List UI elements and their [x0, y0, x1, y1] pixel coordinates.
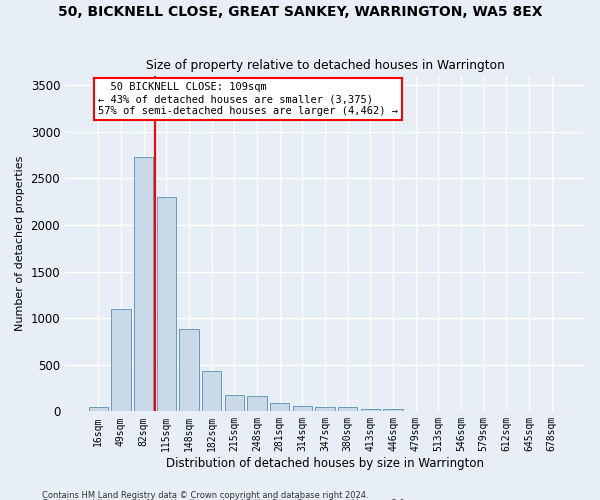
Bar [270, 403, 289, 411]
Bar [247, 396, 266, 411]
Title: Size of property relative to detached houses in Warrington: Size of property relative to detached ho… [146, 59, 505, 72]
Text: Contains HM Land Registry data © Crown copyright and database right 2024.: Contains HM Land Registry data © Crown c… [42, 490, 368, 500]
Bar [89, 406, 108, 412]
Bar [134, 157, 153, 411]
Bar [338, 407, 358, 412]
Bar [293, 406, 312, 411]
Bar [225, 396, 244, 411]
X-axis label: Distribution of detached houses by size in Warrington: Distribution of detached houses by size … [166, 457, 484, 470]
Bar [202, 372, 221, 412]
Text: 50, BICKNELL CLOSE, GREAT SANKEY, WARRINGTON, WA5 8EX: 50, BICKNELL CLOSE, GREAT SANKEY, WARRIN… [58, 5, 542, 19]
Bar [361, 408, 380, 412]
Bar [383, 410, 403, 412]
Bar [157, 197, 176, 412]
Bar [112, 309, 131, 412]
Text: 50 BICKNELL CLOSE: 109sqm
← 43% of detached houses are smaller (3,375)
57% of se: 50 BICKNELL CLOSE: 109sqm ← 43% of detac… [98, 82, 398, 116]
Bar [316, 406, 335, 412]
Y-axis label: Number of detached properties: Number of detached properties [15, 156, 25, 332]
Bar [179, 330, 199, 411]
